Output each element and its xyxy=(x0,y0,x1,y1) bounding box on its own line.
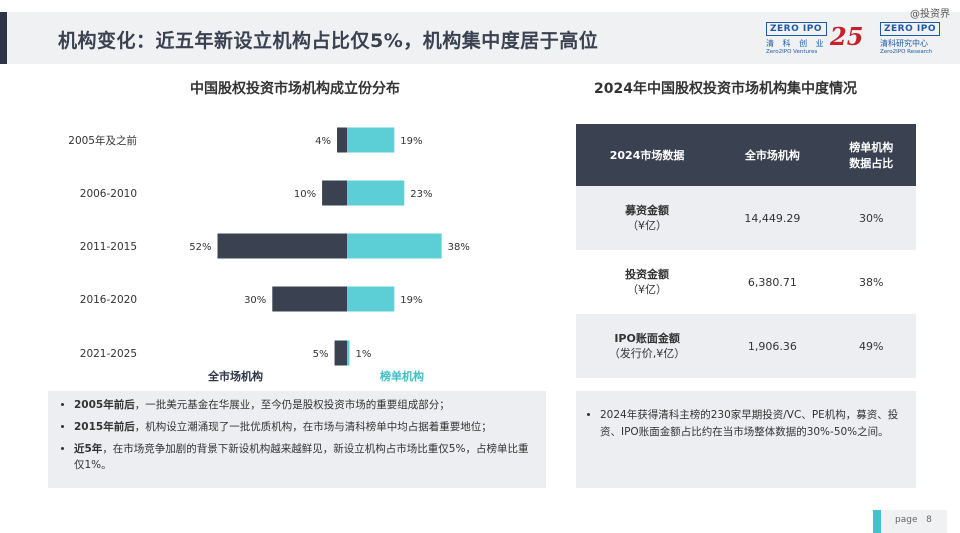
row-unit: （¥亿） xyxy=(627,219,668,232)
note-item: 2005年前后，一批美元基金在华展业，至今仍是股权投资市场的重要组成部分； xyxy=(74,397,534,413)
data-label-market: 4% xyxy=(315,136,331,147)
pct-cell: 38% xyxy=(826,250,916,314)
table-header-row: 2024市场数据 全市场机构 榜单机构 数据占比 xyxy=(576,124,916,186)
bar-market xyxy=(217,233,347,259)
data-label-ranked: 23% xyxy=(410,189,432,200)
row-label: 投资金额 xyxy=(625,268,670,281)
zero2ipo-ventures-logo: ZERO IPO 清 科 创 业 Zero2IPO Ventures xyxy=(766,22,827,55)
right-note-text: 2024年获得清科主榜的230家早期投资/VC、PE机构，募资、投资、IPO账面… xyxy=(600,407,906,441)
note-bold: 近5年 xyxy=(74,443,103,455)
data-label-ranked: 1% xyxy=(355,349,371,360)
bar-ranked xyxy=(347,233,442,259)
row-label-cell: 募资金额 （¥亿） xyxy=(576,186,719,250)
bar-ranked xyxy=(347,180,405,206)
page-number: page 8 xyxy=(895,515,932,525)
logo-box-text: ZERO IPO xyxy=(880,22,940,36)
table-title: 2024年中国股权投资市场机构集中度情况 xyxy=(594,81,857,97)
legend-market: 全市场机构 xyxy=(208,370,263,383)
page-footer: page 8 xyxy=(873,510,947,533)
category-label: 2021-2025 xyxy=(80,348,137,360)
concentration-table: 2024市场数据 全市场机构 榜单机构 数据占比 募资金额 （¥亿） 14,449.… xyxy=(576,124,916,378)
anniversary-25-logo: 25 xyxy=(830,22,864,51)
legend-ranked: 榜单机构 xyxy=(380,370,424,383)
pct-cell: 49% xyxy=(826,314,916,378)
logo-box-text: ZERO IPO xyxy=(766,22,827,36)
data-label-market: 5% xyxy=(313,349,329,360)
table-row: 募资金额 （¥亿） 14,449.29 30% xyxy=(576,186,916,250)
row-unit: （发行价,¥亿） xyxy=(608,347,686,360)
note-item: 近5年，在市场竞争加剧的背景下新设机构越来越鲜见，新设立机构占市场比重仅5%，占… xyxy=(74,441,534,473)
category-label: 2006-2010 xyxy=(80,188,137,200)
logo-cn-text: 清 科 创 业 xyxy=(766,39,827,48)
row-label-cell: 投资金额 （¥亿） xyxy=(576,250,719,314)
bar-ranked xyxy=(347,127,395,153)
pct-cell: 30% xyxy=(826,186,916,250)
header-accent-bar xyxy=(0,12,7,64)
logo-cn-text: 清科研究中心 xyxy=(880,39,928,48)
bar-market xyxy=(272,286,347,312)
table-row: IPO账面金额 （发行价,¥亿） 1,906.36 49% xyxy=(576,314,916,378)
category-label: 2005年及之前 xyxy=(68,134,137,147)
category-label: 2016-2020 xyxy=(80,294,137,306)
row-label: IPO账面金额 xyxy=(614,332,680,345)
note-item: 2015年前后，机构设立潮涌现了一批优质机构，在市场与清科榜单中均占据着重要地位… xyxy=(74,419,534,435)
right-note-box: 2024年获得清科主榜的230家早期投资/VC、PE机构，募资、投资、IPO账面… xyxy=(576,391,916,488)
category-label: 2011-2015 xyxy=(80,241,137,253)
header-band xyxy=(0,12,960,64)
watermark: @投资界 xyxy=(910,9,950,20)
header-cell: 2024市场数据 xyxy=(576,124,719,186)
data-label-ranked: 38% xyxy=(448,242,470,253)
row-unit: （¥亿） xyxy=(627,283,668,296)
table-row: 投资金额 （¥亿） 6,380.71 38% xyxy=(576,250,916,314)
left-notes-box: 2005年前后，一批美元基金在华展业，至今仍是股权投资市场的重要组成部分； 20… xyxy=(48,391,546,488)
bar-market xyxy=(337,127,347,153)
data-label-ranked: 19% xyxy=(400,295,422,306)
row-label: 募资金额 xyxy=(625,204,670,217)
data-label-ranked: 19% xyxy=(400,136,422,147)
footer-accent xyxy=(873,510,881,533)
header-cell: 全市场机构 xyxy=(718,124,827,186)
row-label-cell: IPO账面金额 （发行价,¥亿） xyxy=(576,314,719,378)
zero2ipo-research-logo: ZERO IPO 清科研究中心 Zero2IPO Research xyxy=(880,22,940,55)
chart-title: 中国股权投资市场机构成立份分布 xyxy=(190,81,400,97)
data-label-market: 52% xyxy=(189,242,211,253)
value-cell: 14,449.29 xyxy=(718,186,827,250)
data-label-market: 30% xyxy=(244,295,266,306)
bar-ranked xyxy=(347,286,395,312)
logo-en-text: Zero2IPO Research xyxy=(880,49,933,55)
value-cell: 1,906.36 xyxy=(718,314,827,378)
bar-market xyxy=(322,180,347,206)
bar-market xyxy=(334,340,347,366)
logo-en-text: Zero2IPO Ventures xyxy=(766,49,818,55)
page-num: 8 xyxy=(926,515,932,525)
page-title: 机构变化：近五年新设立机构占比仅5%，机构集中度居于高位 xyxy=(58,30,599,52)
header-cell: 榜单机构 数据占比 xyxy=(826,124,916,186)
data-label-market: 10% xyxy=(294,189,316,200)
note-text: ，在市场竞争加剧的背景下新设机构越来越鲜见，新设立机构占市场比重仅5%，占榜单比… xyxy=(74,443,529,471)
value-cell: 6,380.71 xyxy=(718,250,827,314)
note-text: ，机构设立潮涌现了一批优质机构，在市场与清科榜单中均占据着重要地位； xyxy=(134,421,492,433)
note-bold: 2005年前后 xyxy=(74,399,135,411)
note-bold: 2015年前后 xyxy=(74,421,135,433)
note-text: ，一批美元基金在华展业，至今仍是股权投资市场的重要组成部分； xyxy=(134,399,450,411)
bar-ranked xyxy=(347,340,350,366)
page-label: page xyxy=(895,515,918,525)
